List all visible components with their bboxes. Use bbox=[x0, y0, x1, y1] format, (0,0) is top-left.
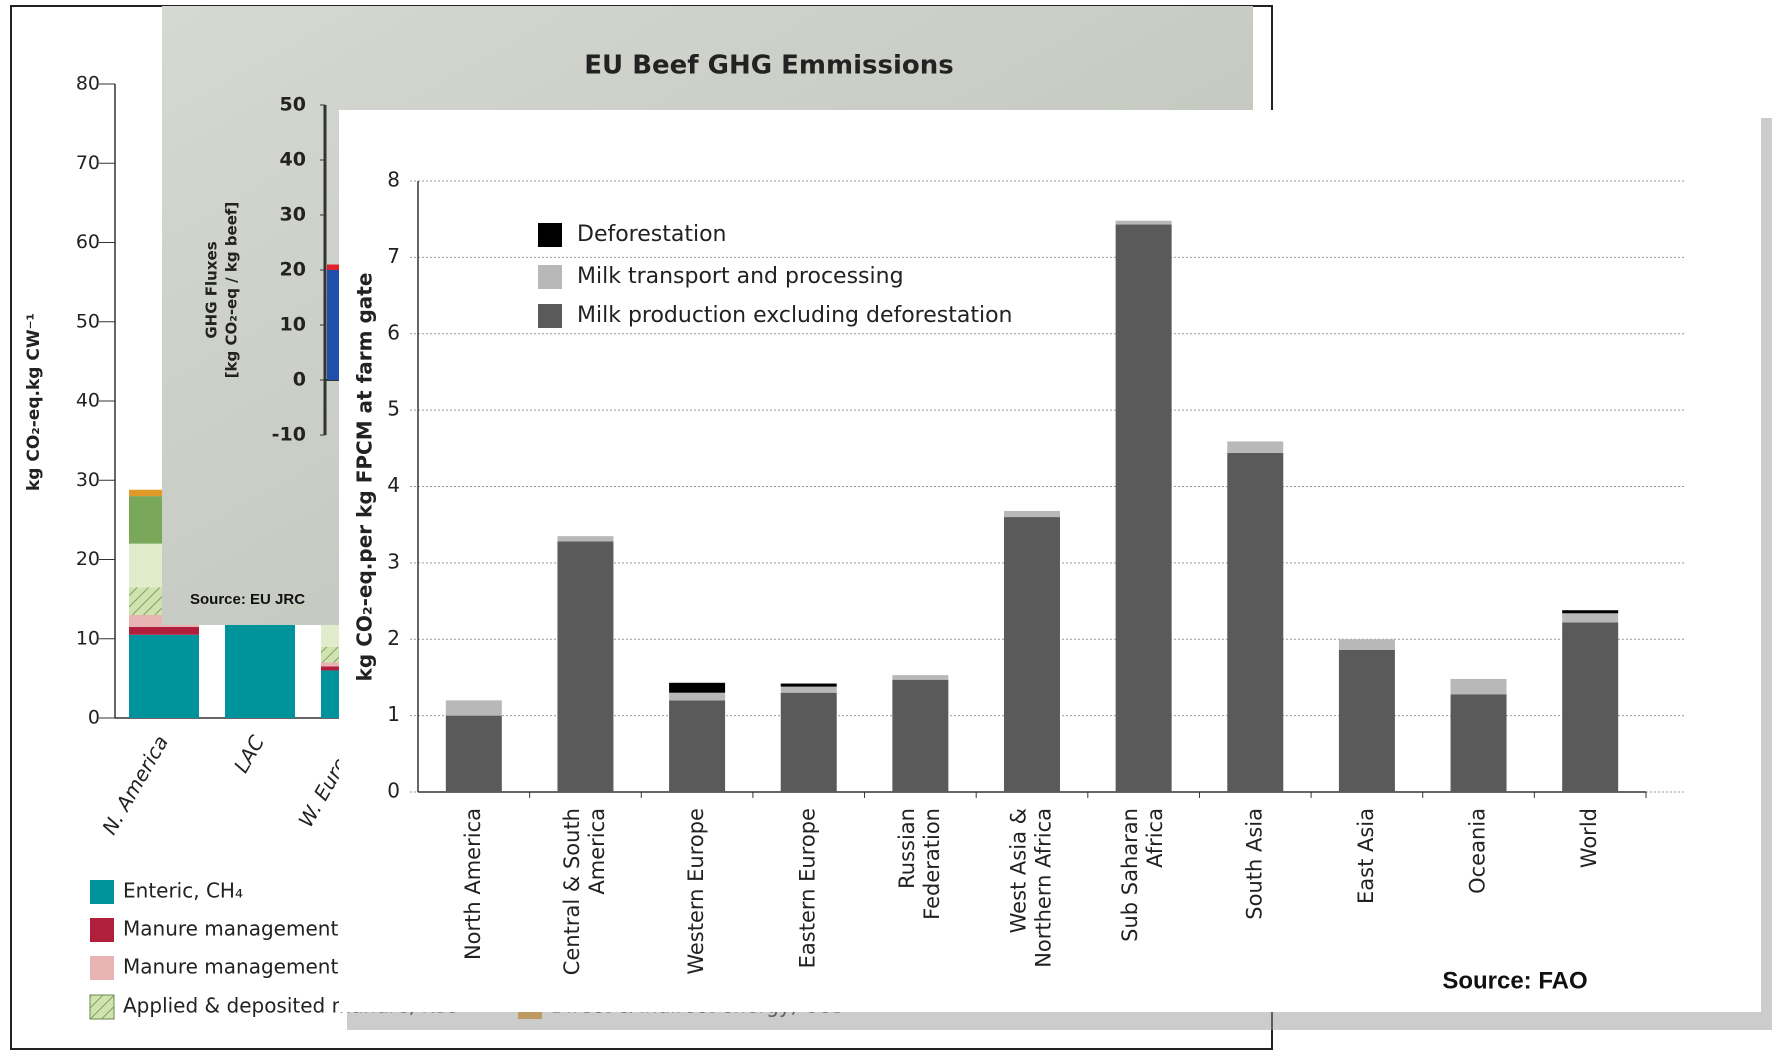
y-tick-label: 60 bbox=[76, 231, 100, 253]
y-tick-label: 4 bbox=[387, 473, 400, 497]
x-tick-label: West Asia & bbox=[1007, 808, 1031, 933]
source-note: Source: FAO bbox=[1442, 967, 1587, 994]
x-tick-label: Eastern Europe bbox=[796, 808, 820, 968]
bar-segment bbox=[1115, 220, 1172, 225]
y-tick-label: 30 bbox=[76, 469, 100, 491]
bar-segment bbox=[129, 626, 199, 635]
y-tick-label: 80 bbox=[76, 73, 100, 95]
x-tick-label: World bbox=[1577, 808, 1601, 868]
x-tick-label: Federation bbox=[920, 808, 944, 920]
bar-segment bbox=[445, 700, 502, 716]
bar-segment bbox=[1562, 622, 1619, 792]
bar-segment bbox=[1562, 610, 1619, 614]
y-tick-label: 20 bbox=[280, 259, 306, 281]
x-tick-label: Oceania bbox=[1466, 808, 1490, 894]
bar-segment bbox=[1338, 649, 1395, 792]
legend-swatch bbox=[90, 956, 114, 980]
y-tick-label: 0 bbox=[387, 779, 400, 803]
source-note: Source: EU JRC bbox=[190, 591, 305, 608]
y-tick-label: 2 bbox=[387, 626, 400, 650]
legend-label: Enteric, CH₄ bbox=[123, 879, 243, 903]
legend-label: Milk transport and processing bbox=[577, 264, 904, 289]
y-tick-label: 8 bbox=[387, 168, 400, 192]
y-tick-label: 3 bbox=[387, 549, 400, 573]
legend-label: Manure management bbox=[123, 955, 338, 979]
bar-segment bbox=[1004, 517, 1060, 792]
bar-segment bbox=[669, 692, 726, 701]
x-tick-label: East Asia bbox=[1354, 808, 1378, 904]
bar-segment bbox=[780, 686, 837, 693]
bar-segment bbox=[892, 675, 949, 680]
y-tick-label: 50 bbox=[280, 94, 306, 116]
bar-segment bbox=[1115, 224, 1172, 792]
y-tick-label: 20 bbox=[76, 548, 100, 570]
legend-label: Milk production excluding deforestation bbox=[577, 303, 1013, 328]
x-tick-label: Northern Africa bbox=[1032, 808, 1056, 968]
chart-title: EU Beef GHG Emmissions bbox=[584, 51, 953, 81]
y-tick-label: 6 bbox=[387, 320, 400, 344]
legend-label: Deforestation bbox=[577, 222, 727, 247]
legend-swatch bbox=[90, 880, 114, 904]
bar-segment bbox=[1450, 694, 1507, 792]
x-tick-label: Central & South bbox=[560, 808, 584, 975]
x-tick-label: Africa bbox=[1143, 808, 1167, 868]
legend-swatch bbox=[538, 223, 562, 247]
bar-segment bbox=[780, 692, 837, 792]
bar-segment bbox=[445, 715, 502, 792]
legend-swatch bbox=[89, 994, 115, 1020]
bar-segment bbox=[1450, 678, 1507, 695]
y-tick-label: 10 bbox=[280, 314, 306, 336]
bar-segment bbox=[129, 634, 199, 718]
bar-segment bbox=[1338, 639, 1395, 650]
y-tick-label: 0 bbox=[293, 369, 306, 391]
y-tick-label: 5 bbox=[387, 397, 400, 421]
bar-segment bbox=[1004, 510, 1060, 518]
bar-segment bbox=[669, 700, 726, 792]
y-tick-label: 1 bbox=[387, 702, 400, 726]
y-tick-label: 40 bbox=[76, 390, 100, 412]
y-tick-label: 30 bbox=[280, 204, 306, 226]
x-tick-label: North America bbox=[461, 808, 485, 960]
y-tick-label: 50 bbox=[76, 310, 100, 332]
legend-swatch bbox=[90, 918, 114, 942]
y-tick-label: 40 bbox=[280, 149, 306, 171]
bar-segment bbox=[1562, 613, 1619, 623]
bar-segment bbox=[1227, 452, 1284, 792]
bar-segment bbox=[669, 682, 726, 693]
bar-segment bbox=[892, 679, 949, 792]
y-axis-label: kg CO₂-eq.kg CW⁻¹ bbox=[24, 313, 44, 491]
x-tick-label: Sub Saharan bbox=[1118, 808, 1142, 942]
x-tick-label: Russian bbox=[895, 808, 919, 889]
bar-segment bbox=[557, 536, 614, 542]
bar-segment bbox=[1227, 441, 1284, 453]
legend-label: Manure management bbox=[123, 917, 338, 941]
y-tick-label: -10 bbox=[272, 424, 306, 446]
bar-segment bbox=[780, 683, 837, 687]
legend-swatch bbox=[538, 265, 562, 289]
bar-segment bbox=[557, 541, 614, 792]
x-tick-label: South Asia bbox=[1242, 808, 1266, 920]
y-axis-label: GHG Fluxes bbox=[203, 241, 221, 338]
y-tick-label: 10 bbox=[76, 627, 100, 649]
x-tick-label: Western Europe bbox=[684, 808, 708, 975]
y-axis-label: [kg CO₂-eq / kg beef] bbox=[223, 202, 241, 379]
y-tick-label: 0 bbox=[88, 707, 100, 729]
chart-front: 0 1 2 3 4 5 6 7 8 kg CO₂-eq.per kg FPCM at farm g… bbox=[339, 110, 1772, 1030]
legend-swatch bbox=[538, 304, 562, 328]
y-tick-label: 70 bbox=[76, 152, 100, 174]
x-tick-label: America bbox=[585, 808, 609, 895]
y-axis-label: kg CO₂-eq.per kg FPCM at farm gate bbox=[353, 273, 377, 682]
y-tick-label: 7 bbox=[387, 244, 400, 268]
